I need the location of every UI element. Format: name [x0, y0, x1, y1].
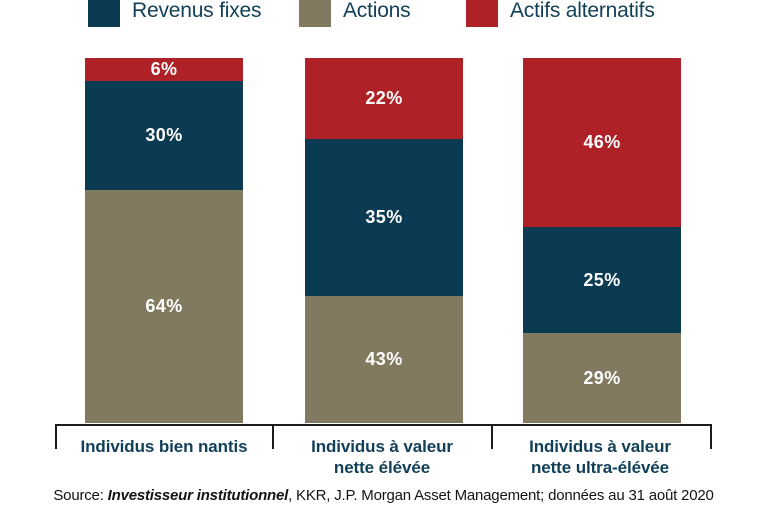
stacked-bar-valeur-nette-ultra-elevee: 46% 25% 29% — [523, 58, 681, 423]
segment-value-label: 25% — [583, 269, 621, 290]
stacked-bar-valeur-nette-elevee: 22% 35% 43% — [305, 58, 463, 423]
bar-segment-revenus-fixes: 25% — [523, 227, 681, 333]
source-prefix: Source: — [53, 487, 108, 504]
legend-swatch-actifs-alternatifs — [466, 0, 498, 27]
segment-value-label: 64% — [145, 296, 183, 316]
segment-value-label: 46% — [583, 132, 621, 152]
segment-value-label: 35% — [365, 207, 403, 227]
category-label-line: nette élévée — [333, 458, 431, 477]
bar-segment-actifs-alternatifs: 22% — [305, 58, 463, 139]
source-line: Source: Investisseur institutionnel, KKR… — [0, 487, 767, 504]
category-label-individus-bien-nantis: Individus bien nantis — [54, 436, 274, 457]
source-publication: Investisseur institutionnel — [107, 487, 289, 504]
legend-label: Actions — [343, 0, 411, 22]
category-label-line: Individus bien nantis — [80, 437, 248, 456]
category-label-valeur-nette-ultra-elevee: Individus à valeur nette ultra-élévée — [490, 436, 710, 478]
bar-segment-actions: 64% — [85, 190, 243, 423]
axis-tick — [272, 424, 274, 449]
category-label-valeur-nette-elevee: Individus à valeur nette élévée — [272, 436, 492, 478]
bar-segment-revenus-fixes: 30% — [85, 81, 243, 190]
legend-item-actions: Actions — [299, 0, 411, 27]
stacked-bar-individus-bien-nantis: 6% 30% 64% — [85, 58, 243, 423]
legend-label: Revenus fixes — [132, 0, 262, 22]
bar-segment-actifs-alternatifs: 6% — [85, 58, 243, 81]
bar-segment-actions: 43% — [305, 296, 463, 423]
legend-item-revenus-fixes: Revenus fixes — [88, 0, 261, 27]
segment-value-label: 22% — [365, 88, 403, 108]
bar-segment-actifs-alternatifs: 46% — [523, 58, 681, 227]
segment-value-label: 29% — [583, 367, 621, 388]
axis-tick — [491, 424, 493, 449]
x-axis-line — [55, 424, 712, 426]
segment-value-label: 43% — [365, 349, 403, 369]
legend-swatch-actions — [299, 0, 331, 27]
axis-tick — [710, 424, 712, 449]
legend-swatch-revenus-fixes — [88, 0, 120, 27]
segment-value-label: 6% — [150, 59, 178, 79]
bar-segment-actions: 29% — [523, 333, 681, 423]
segment-value-label: 30% — [145, 125, 183, 145]
bar-segment-revenus-fixes: 35% — [305, 139, 463, 296]
legend-label: Actifs alternatifs — [510, 0, 655, 22]
category-label-line: nette ultra-élévée — [530, 458, 670, 477]
axis-tick — [55, 424, 57, 449]
category-label-line: Individus à valeur — [529, 437, 671, 456]
category-label-line: Individus à valeur — [311, 437, 453, 456]
legend-item-actifs-alternatifs: Actifs alternatifs — [466, 0, 655, 27]
source-rest: , KKR, J.P. Morgan Asset Management; don… — [288, 487, 714, 504]
